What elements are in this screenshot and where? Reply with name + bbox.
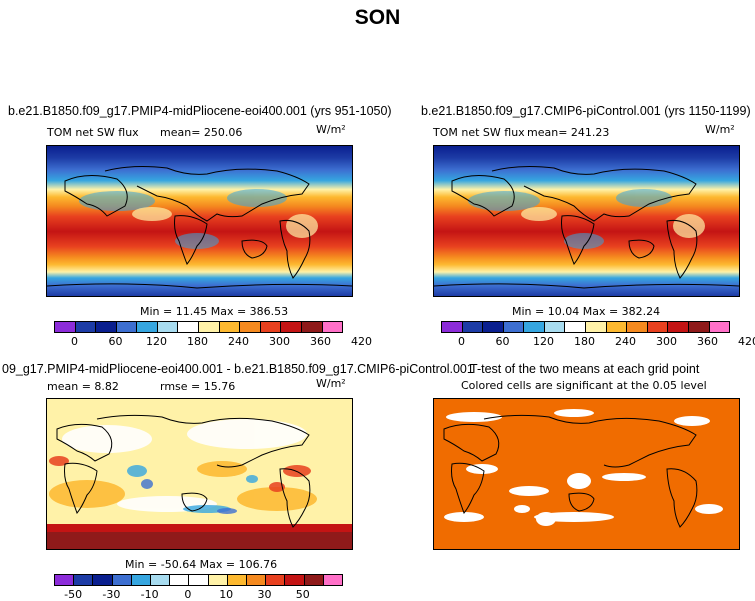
colorbar-swatch <box>483 322 504 332</box>
colorbar-swatch <box>189 575 209 585</box>
panel1-title: b.e21.B1850.f09_g17.PMIP4-midPliocene-eo… <box>8 104 392 118</box>
panel3-colorbar <box>54 574 343 586</box>
colorbar-swatch <box>503 322 525 332</box>
colorbar-swatch <box>647 322 669 332</box>
panel1-variable-label: TOM net SW flux <box>47 126 139 139</box>
colorbar-swatch <box>170 575 190 585</box>
panel2-map-svg <box>434 146 739 296</box>
panel1-map-svg <box>47 146 352 296</box>
colorbar-swatch <box>96 322 117 332</box>
panel4-map-svg <box>434 399 739 549</box>
figure-suptitle: SON <box>354 6 401 29</box>
colorbar-tick-label: 180 <box>187 335 208 348</box>
colorbar-swatch <box>199 322 220 332</box>
colorbar-tick-label: 180 <box>574 335 595 348</box>
colorbar-swatch <box>75 322 97 332</box>
colorbar-swatch <box>627 322 648 332</box>
colorbar-swatch <box>55 322 76 332</box>
colorbar-swatch <box>240 322 261 332</box>
panel1-mean-label: mean= 250.06 <box>160 126 243 139</box>
colorbar-swatch <box>688 322 710 332</box>
colorbar-tick-label: 120 <box>146 335 167 348</box>
colorbar-tick-label: 60 <box>108 335 123 348</box>
colorbar-tick-label: -30 <box>102 588 121 601</box>
colorbar-swatch <box>586 322 607 332</box>
colorbar-swatch <box>442 322 463 332</box>
panel2-minmax: Min = 10.04 Max = 382.24 <box>512 305 661 318</box>
colorbar-tick-label: 360 <box>310 335 331 348</box>
colorbar-swatch <box>281 322 302 332</box>
colorbar-swatch <box>137 322 158 332</box>
panel4-subtitle: Colored cells are significant at the 0.0… <box>461 379 707 392</box>
colorbar-swatch <box>709 322 730 332</box>
colorbar-tick-label: 30 <box>257 588 272 601</box>
panel3-rmse-label: rmse = 15.76 <box>160 380 236 393</box>
colorbar-swatch <box>565 322 587 332</box>
colorbar-swatch <box>301 322 323 332</box>
panel3-mean-label: mean = 8.82 <box>47 380 119 393</box>
panel2-map <box>433 145 740 297</box>
panel2-variable-label: TOM net SW flux <box>433 126 525 139</box>
colorbar-swatch <box>157 322 179 332</box>
colorbar-swatch <box>178 322 200 332</box>
panel4-map <box>433 398 740 550</box>
panel2-mean-label: mean= 241.23 <box>527 126 610 139</box>
colorbar-tick-label: 0 <box>71 335 78 348</box>
colorbar-swatch <box>227 575 248 585</box>
colorbar-swatch <box>208 575 228 585</box>
colorbar-swatch <box>285 575 305 585</box>
panel2-colorbar <box>441 321 730 333</box>
colorbar-swatch <box>93 575 113 585</box>
colorbar-swatch <box>219 322 241 332</box>
colorbar-swatch <box>74 575 94 585</box>
colorbar-tick-label: 360 <box>697 335 718 348</box>
colorbar-tick-label: 240 <box>615 335 636 348</box>
colorbar-tick-label: 120 <box>533 335 554 348</box>
colorbar-swatch <box>322 322 343 332</box>
panel3-minmax: Min = -50.64 Max = 106.76 <box>125 558 278 571</box>
colorbar-tick-label: 240 <box>228 335 249 348</box>
colorbar-tick-label: 420 <box>351 335 372 348</box>
colorbar-swatch <box>462 322 484 332</box>
colorbar-swatch <box>524 322 545 332</box>
panel1-colorbar <box>54 321 343 333</box>
colorbar-swatch <box>260 322 282 332</box>
panel4-title: T-test of the two means at each grid poi… <box>470 362 700 376</box>
colorbar-swatch <box>55 575 75 585</box>
colorbar-tick-label: 10 <box>219 588 234 601</box>
panel1-map <box>46 145 353 297</box>
colorbar-tick-label: -50 <box>64 588 83 601</box>
colorbar-swatch <box>112 575 132 585</box>
colorbar-swatch <box>323 575 343 585</box>
panel1-units-label: W/m² <box>316 123 346 136</box>
colorbar-swatch <box>668 322 689 332</box>
colorbar-swatch <box>606 322 628 332</box>
colorbar-tick-label: 300 <box>269 335 290 348</box>
colorbar-swatch <box>266 575 286 585</box>
panel3-map-svg <box>47 399 352 549</box>
colorbar-tick-label: 0 <box>458 335 465 348</box>
panel3-map <box>46 398 353 550</box>
colorbar-tick-label: 300 <box>656 335 677 348</box>
panel3-title: 09_g17.PMIP4-midPliocene-eoi400.001 - b.… <box>2 362 474 376</box>
colorbar-tick-label: -10 <box>140 588 159 601</box>
colorbar-swatch <box>131 575 152 585</box>
colorbar-tick-label: 60 <box>495 335 510 348</box>
colorbar-swatch <box>304 575 324 585</box>
panel2-title: b.e21.B1850.f09_g17.CMIP6-piControl.001 … <box>421 104 751 118</box>
colorbar-tick-label: 0 <box>184 588 192 601</box>
panel1-minmax: Min = 11.45 Max = 386.53 <box>140 305 289 318</box>
panel3-units-label: W/m² <box>316 377 346 390</box>
colorbar-swatch <box>116 322 138 332</box>
colorbar-swatch <box>247 575 267 585</box>
colorbar-swatch <box>151 575 171 585</box>
colorbar-swatch <box>544 322 566 332</box>
colorbar-tick-label: 50 <box>295 588 310 601</box>
colorbar-tick-label: 420 <box>738 335 755 348</box>
panel2-units-label: W/m² <box>705 123 735 136</box>
